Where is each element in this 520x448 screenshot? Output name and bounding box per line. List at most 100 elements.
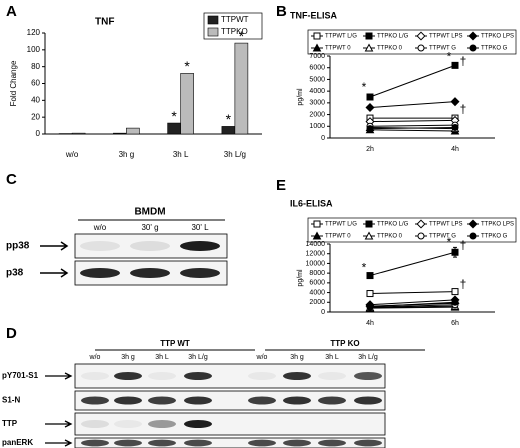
lane-label: 3h g [290, 354, 304, 361]
legend-marker [417, 232, 425, 240]
arrow [45, 420, 73, 428]
annotation: * [362, 260, 367, 274]
y-axis-label: Fold Change [9, 60, 18, 106]
legend-marker [364, 43, 374, 52]
annotation: * [171, 108, 177, 124]
legend-box [207, 15, 219, 25]
band [318, 372, 346, 380]
lane-label: w/o [89, 354, 101, 361]
y-tick-label: 4000 [309, 289, 325, 296]
row-label: TTP [2, 419, 18, 428]
annotation: * [239, 28, 245, 44]
legend-marker [416, 31, 426, 41]
point [366, 93, 374, 101]
point [451, 61, 459, 69]
legend-label: TTPWT G [429, 46, 456, 52]
y-tick-label: 6000 [309, 280, 325, 287]
band [114, 372, 142, 380]
lane-label: 30' g [141, 223, 158, 232]
legend-marker [468, 219, 478, 229]
band [148, 372, 176, 380]
x-tick-label: 4h [366, 320, 374, 327]
legend-marker [312, 43, 322, 52]
y-tick-label: 2000 [309, 111, 325, 118]
legend-label: TTPWT LPS [429, 34, 463, 40]
x-tick-label: 2h [366, 146, 374, 153]
line [369, 306, 456, 309]
legend-marker [365, 220, 373, 228]
legend-label: TTPKO 0 [377, 46, 403, 52]
band [354, 396, 382, 405]
annotation: † [460, 54, 467, 68]
line [369, 299, 456, 306]
band [318, 439, 346, 447]
y-tick-label: 0 [36, 129, 41, 138]
group-label: TTP KO [330, 339, 359, 348]
legend-marker [364, 231, 374, 240]
y-axis-label: pg/ml [297, 269, 304, 287]
blot-strip [74, 390, 386, 411]
band [184, 420, 212, 428]
y-tick-label: 4000 [309, 88, 325, 95]
x-tick-label: 4h [451, 146, 459, 153]
chart-title: TNF-ELISA [290, 10, 337, 20]
line [369, 124, 456, 127]
point [451, 248, 459, 256]
annotation: * [362, 80, 367, 94]
lane-label: w/o [256, 354, 268, 361]
lane-label: 3h L/g [188, 354, 208, 361]
point [450, 97, 460, 107]
row-label: panERK [2, 438, 33, 447]
legend-label: TTPWT G [429, 234, 456, 240]
legend-label: TTPWT LPS [429, 222, 463, 228]
point [451, 298, 459, 306]
bar [221, 126, 236, 135]
row-label: S1-N [2, 396, 20, 405]
row-label: pY701-S1 [2, 371, 39, 380]
line [369, 305, 456, 309]
bar [234, 42, 249, 135]
legend-box [207, 27, 219, 37]
y-tick-label: 7000 [309, 53, 325, 60]
band [148, 420, 176, 428]
bar [167, 122, 181, 135]
y-tick-label: 0 [321, 135, 325, 142]
y-tick-label: 2000 [309, 299, 325, 306]
band [114, 420, 142, 428]
bar [126, 127, 140, 135]
line [369, 64, 456, 98]
band [114, 439, 142, 447]
legend-label: TTPWT L/G [325, 222, 357, 228]
annotation: * [447, 235, 452, 249]
x-tick-label: 3h g [119, 150, 135, 159]
point [451, 288, 459, 296]
bar [180, 73, 194, 135]
band [248, 420, 276, 428]
legend-label: TTPKO LPS [481, 222, 514, 228]
band [248, 372, 276, 380]
band [283, 396, 311, 405]
legend-label: TTPWT [221, 15, 249, 24]
arrow [40, 241, 69, 251]
y-tick-label: 60 [31, 79, 40, 88]
row-label: pp38 [6, 241, 30, 252]
line [369, 129, 456, 132]
line [369, 304, 456, 308]
legend-frame [307, 29, 517, 55]
line [369, 126, 456, 130]
band [354, 439, 382, 447]
row-label: p38 [6, 268, 24, 279]
y-tick-label: 20 [31, 112, 40, 121]
panel-label: A [6, 3, 17, 20]
y-tick-label: 3000 [309, 100, 325, 107]
bar [71, 132, 86, 135]
band [283, 420, 311, 428]
band [130, 268, 170, 278]
band [148, 439, 176, 447]
legend-label: TTPKO 0 [377, 234, 403, 240]
lane-label: 3h L/g [358, 354, 378, 361]
bar [113, 132, 127, 135]
band [81, 372, 109, 380]
legend-label: TTPKO [221, 27, 248, 36]
line [369, 301, 456, 308]
